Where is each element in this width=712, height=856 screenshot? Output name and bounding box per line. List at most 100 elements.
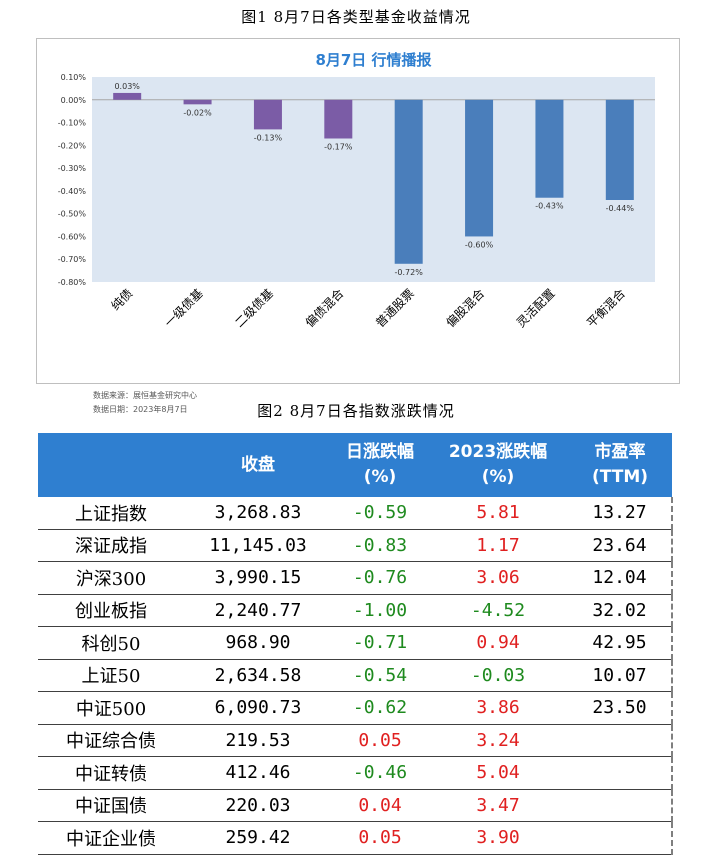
data-label: -0.60%	[465, 240, 494, 249]
header-ytd-change-line1: 2023涨跌幅	[448, 442, 548, 462]
category-label: 偏股混合	[443, 286, 488, 331]
header-pe-ratio-line2: (TTM)	[591, 467, 649, 487]
ytd-change-cell: 3.06	[428, 561, 568, 595]
category-label: 灵活配置	[514, 286, 558, 330]
close-price-cell: 2,634.58	[184, 659, 332, 692]
table-row: 中证综合债 219.53 0.05 3.24	[38, 724, 673, 757]
header-name	[38, 433, 184, 497]
data-label: -0.13%	[254, 133, 283, 142]
y-tick-label: 0.00%	[61, 96, 87, 105]
pe-ratio-cell	[568, 821, 673, 855]
ytd-change-cell: 3.24	[428, 724, 568, 757]
header-daily-change: 日涨跌幅 (%)	[332, 433, 428, 497]
y-tick-label: -0.10%	[58, 119, 87, 128]
close-price-cell: 259.42	[184, 821, 332, 855]
table-body: 上证指数 3,268.83 -0.59 5.81 13.27 深证成指 11,145.03-…	[38, 497, 673, 855]
daily-change-cell: -0.71	[332, 626, 428, 660]
y-tick-label: -0.80%	[58, 278, 87, 287]
y-tick-label: -0.30%	[58, 164, 87, 173]
header-close: 收盘	[184, 433, 332, 497]
pe-ratio-cell: 13.27	[568, 497, 673, 530]
index-name-cell: 中证综合债	[38, 724, 184, 757]
index-name-cell: 中证500	[38, 691, 184, 725]
bar	[605, 99, 634, 200]
figure-1-caption: 图1 8月7日各类型基金收益情况	[241, 8, 471, 26]
index-name-cell: 上证50	[38, 659, 184, 692]
close-price-cell: 412.46	[184, 756, 332, 790]
daily-change-cell: -0.76	[332, 561, 428, 595]
data-label: -0.17%	[324, 143, 353, 152]
daily-change-cell: -0.59	[332, 497, 428, 530]
category-label: 一级债基	[162, 286, 206, 330]
bar	[394, 99, 423, 264]
header-ytd-change: 2023涨跌幅 (%)	[428, 433, 568, 497]
bar	[535, 99, 564, 198]
y-tick-label: 0.10%	[61, 73, 87, 82]
data-label: -0.72%	[395, 268, 424, 277]
daily-change-cell: 0.05	[332, 821, 428, 855]
y-tick-label: -0.40%	[58, 187, 87, 196]
close-price-cell: 220.03	[184, 789, 332, 822]
table-row: 科创50 968.90 -0.71 0.94 42.95	[38, 626, 673, 660]
index-name-cell: 创业板指	[38, 594, 184, 627]
close-price-cell: 6,090.73	[184, 691, 332, 725]
figure-2-caption: 图2 8月7日各指数涨跌情况	[257, 402, 455, 420]
daily-change-cell: 0.05	[332, 724, 428, 757]
category-label: 纯债	[108, 286, 135, 313]
table-row: 中证500 6,090.73 -0.62 3.86 23.50	[38, 691, 673, 725]
ytd-change-cell: 3.90	[428, 821, 568, 855]
ytd-change-cell: 3.86	[428, 691, 568, 725]
bar	[113, 92, 142, 100]
pe-ratio-cell: 23.50	[568, 691, 673, 725]
table-row: 中证转债 412.46 -0.46 5.04	[38, 756, 673, 790]
index-name-cell: 深证成指	[38, 529, 184, 562]
table-row: 深证成指 11,145.03 -0.83 1.17 23.64	[38, 529, 673, 562]
table-row: 上证指数 3,268.83 -0.59 5.81 13.27	[38, 497, 673, 530]
index-name-cell: 中证转债	[38, 756, 184, 790]
daily-change-cell: 0.04	[332, 789, 428, 822]
data-date-note: 数据日期：2023年8月7日	[93, 405, 188, 414]
index-name-cell: 科创50	[38, 626, 184, 660]
index-name-cell: 中证国债	[38, 789, 184, 822]
data-label: 0.03%	[114, 82, 140, 91]
chart-title: 8月7日 行情播报	[315, 51, 431, 69]
daily-change-cell: -1.00	[332, 594, 428, 627]
daily-change-cell: -0.62	[332, 691, 428, 725]
y-tick-label: -0.60%	[58, 232, 87, 241]
pe-ratio-cell	[568, 756, 673, 790]
index-name-cell: 沪深300	[38, 561, 184, 595]
ytd-change-cell: 3.47	[428, 789, 568, 822]
daily-change-cell: -0.46	[332, 756, 428, 790]
table-row: 沪深300 3,990.15 -0.76 3.06 12.04	[38, 561, 673, 595]
close-price-cell: 11,145.03	[184, 529, 332, 562]
close-price-cell: 3,990.15	[184, 561, 332, 595]
pe-ratio-cell	[568, 724, 673, 757]
data-source-note: 数据来源：展恒基金研究中心	[93, 391, 197, 400]
header-pe-ratio-line1: 市盈率	[594, 442, 646, 462]
bar	[324, 99, 353, 139]
close-price-cell: 968.90	[184, 626, 332, 660]
ytd-change-cell: 1.17	[428, 529, 568, 562]
category-label: 平衡混合	[583, 286, 628, 331]
table-row: 创业板指 2,240.77 -1.00 -4.52 32.02	[38, 594, 673, 627]
pe-ratio-cell: 12.04	[568, 561, 673, 595]
pe-ratio-cell	[568, 789, 673, 822]
pe-ratio-cell: 23.64	[568, 529, 673, 562]
plot-area	[92, 77, 655, 282]
index-performance-table: 收盘 日涨跌幅 (%) 2023涨跌幅 (%) 市盈率 (TTM) 上证指数 3,…	[38, 433, 673, 855]
daily-change-cell: -0.54	[332, 659, 428, 692]
data-label: -0.02%	[183, 108, 212, 117]
table-row: 中证国债 220.03 0.04 3.47	[38, 789, 673, 822]
pe-ratio-cell: 10.07	[568, 659, 673, 692]
index-name-cell: 上证指数	[38, 497, 184, 530]
header-daily-change-line2: (%)	[363, 467, 397, 487]
chart-canvas: 8月7日 行情播报 0.10% 0.00% -0.10% -0.20% -0.30% -0.…	[58, 51, 655, 331]
close-price-cell: 2,240.77	[184, 594, 332, 627]
daily-change-cell: -0.83	[332, 529, 428, 562]
bar	[465, 99, 494, 237]
ytd-change-cell: 0.94	[428, 626, 568, 660]
header-daily-change-line1: 日涨跌幅	[346, 442, 414, 462]
table-header-row: 收盘 日涨跌幅 (%) 2023涨跌幅 (%) 市盈率 (TTM)	[38, 433, 672, 497]
pe-ratio-cell: 42.95	[568, 626, 673, 660]
category-label: 普通股票	[373, 286, 417, 330]
